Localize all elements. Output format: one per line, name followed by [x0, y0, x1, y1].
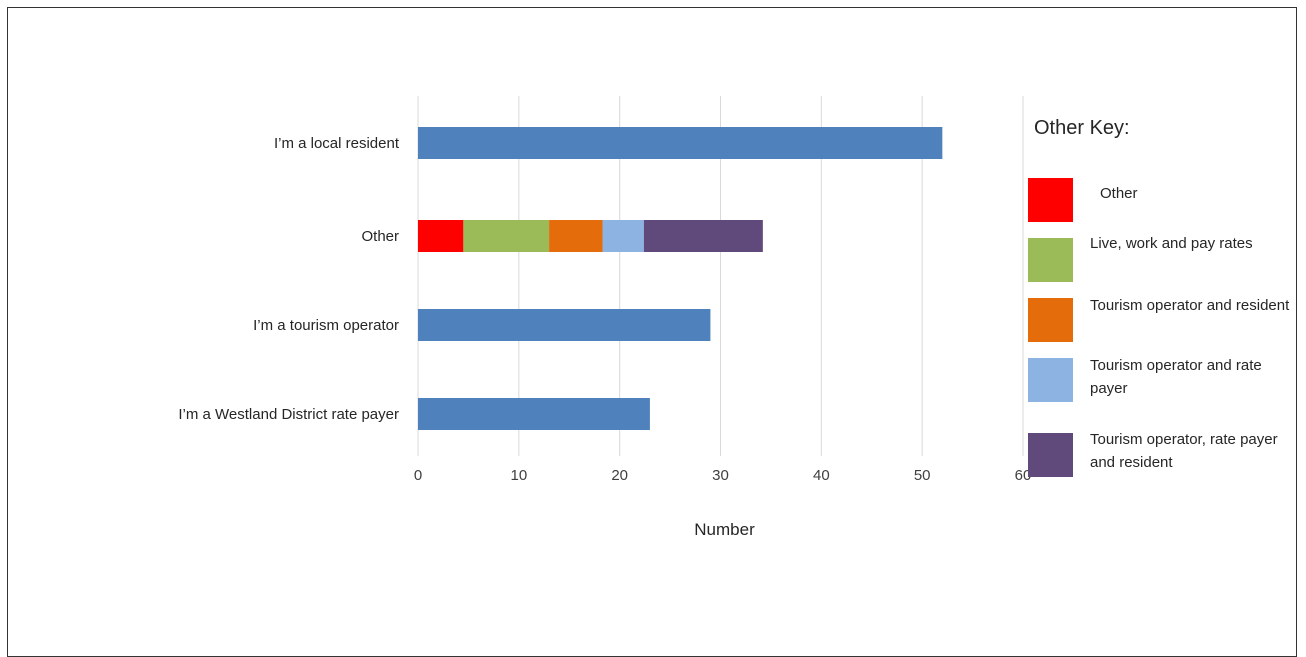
bar-segment [418, 220, 464, 252]
x-axis-title: Number [694, 520, 755, 539]
x-tick-label: 0 [414, 467, 422, 484]
legend-label: Tourism operator and resident [1090, 297, 1290, 314]
bar-segment [643, 220, 763, 252]
legend-label: Tourism operator, rate payer and residen… [1090, 431, 1278, 472]
legend-swatch [1028, 358, 1073, 402]
category-label: I’m a tourism operator [253, 317, 399, 334]
legend-swatch [1028, 433, 1073, 477]
bar-segment [418, 398, 650, 430]
x-tick-label: 40 [813, 467, 830, 484]
x-tick-label: 20 [611, 467, 628, 484]
bar-segment [602, 220, 644, 252]
legend-swatch [1028, 298, 1073, 342]
x-tick-label: 50 [914, 467, 931, 484]
legend-swatch [1028, 178, 1073, 222]
legend-title: Other Key: [1034, 117, 1130, 139]
category-label: I’m a Westland District rate payer [178, 406, 399, 423]
category-labels: I’m a local resident Other I’m a tourism o… [178, 135, 399, 423]
x-tick-label: 60 [1015, 467, 1032, 484]
x-tick-label: 10 [510, 467, 527, 484]
bar-segment [418, 309, 711, 341]
legend: Other Key: Other Live, work and pay rates… [1028, 117, 1298, 477]
bar-segment [418, 127, 943, 159]
category-label: I’m a local resident [274, 135, 400, 152]
legend-label: Other [1100, 185, 1138, 202]
x-tick-labels: 0 10 20 30 40 50 60 [414, 467, 1032, 484]
bar-segment [463, 220, 550, 252]
legend-swatch [1028, 238, 1073, 282]
legend-label: Live, work and pay rates [1090, 235, 1253, 252]
x-tick-label: 30 [712, 467, 729, 484]
category-label: Other [361, 228, 399, 245]
legend-label: Tourism operator and rate payer [1090, 357, 1262, 398]
bar-segment [549, 220, 603, 252]
bars [418, 127, 943, 430]
